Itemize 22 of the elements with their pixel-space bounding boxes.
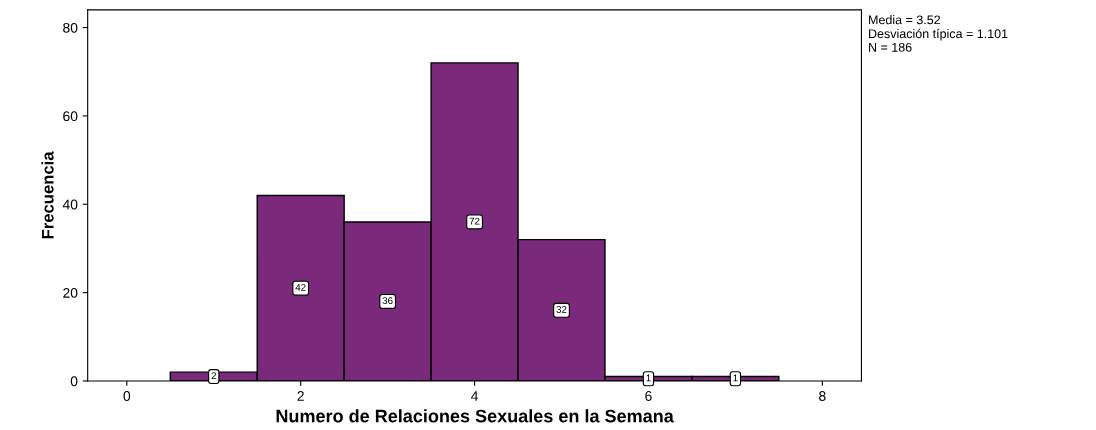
y-tick-label: 0 (70, 376, 78, 387)
data-label: 1 (646, 374, 651, 382)
x-tick-label: 2 (297, 391, 304, 401)
y-tick-label: 80 (63, 22, 78, 33)
data-label: 36 (382, 297, 393, 305)
x-tick-label: 4 (471, 391, 479, 401)
data-label: 1 (733, 374, 738, 382)
x-tick-label: 6 (645, 391, 652, 401)
x-tick-label: 8 (819, 391, 826, 401)
data-label: 42 (295, 283, 306, 291)
data-label: 32 (556, 306, 567, 313)
y-tick-label: 40 (62, 199, 78, 210)
data-label: 2 (211, 372, 216, 380)
text: Media = 3.52 (869, 15, 941, 25)
x-tick-label: 0 (123, 391, 131, 401)
data-label: 72 (469, 217, 480, 225)
y-tick-label: 60 (63, 111, 78, 122)
y-axis-title: Frecuencia (41, 151, 54, 239)
text: N = 186 (869, 42, 912, 52)
text: Desviación típica = 1.101 (869, 28, 1008, 41)
y-tick-label: 20 (63, 287, 78, 298)
x-axis-title: Numero de Relaciones Sexuales en la Semana (276, 409, 674, 423)
